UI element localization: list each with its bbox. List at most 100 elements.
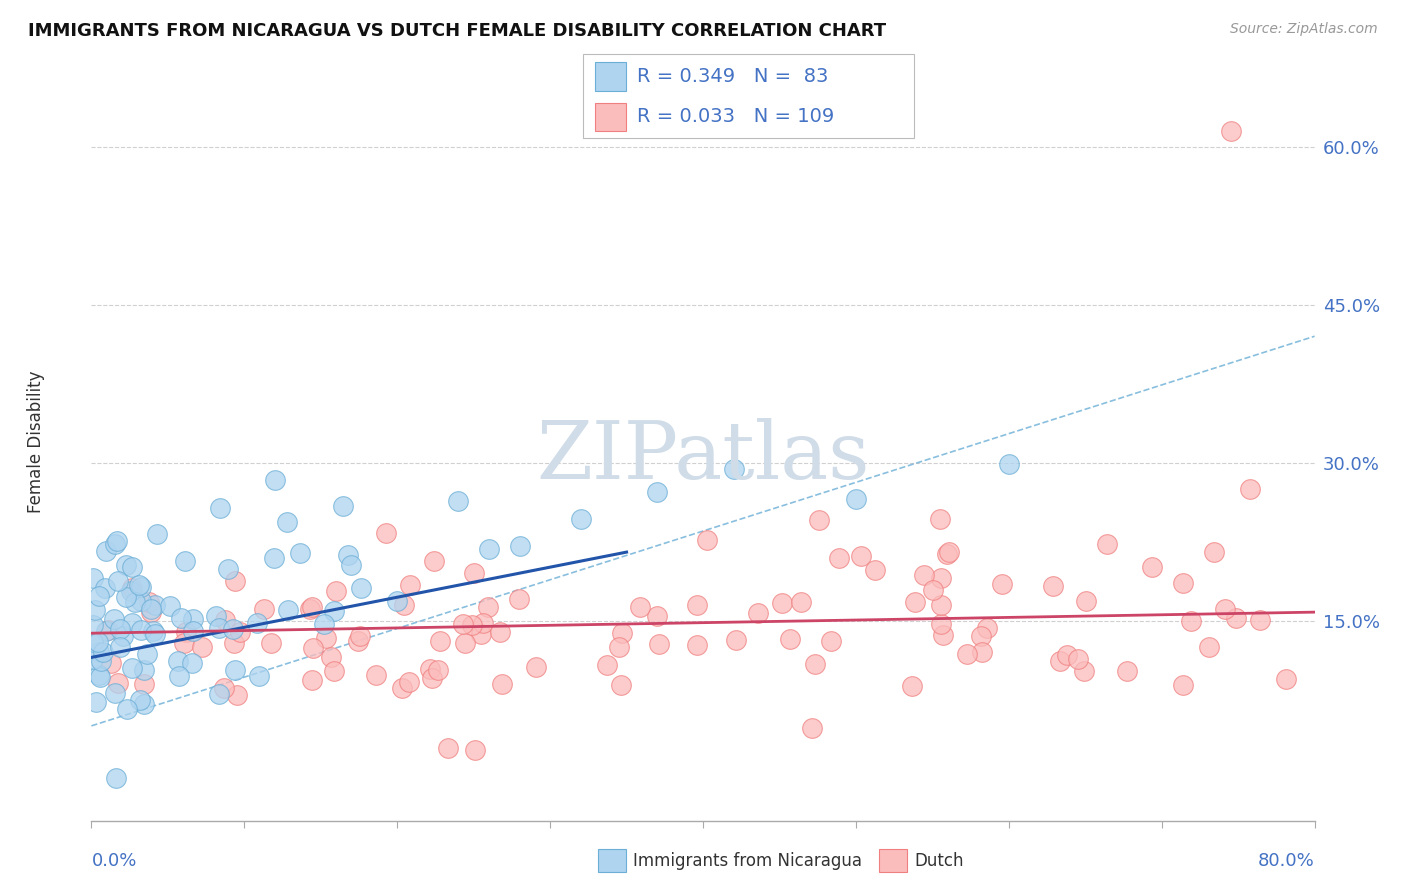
- Point: [385, 594, 409, 608]
- Point: [121, 560, 143, 574]
- Point: [89, 667, 111, 681]
- Point: [398, 578, 420, 592]
- Point: [364, 667, 387, 681]
- Point: [143, 598, 166, 612]
- Point: [936, 548, 959, 562]
- Point: [628, 600, 651, 615]
- Point: [851, 549, 873, 563]
- Point: [725, 633, 748, 648]
- Point: [1171, 678, 1194, 692]
- Text: Female Disability: Female Disability: [27, 370, 45, 513]
- Point: [121, 581, 143, 595]
- Point: [423, 554, 446, 568]
- Point: [169, 668, 191, 682]
- Point: [319, 649, 342, 664]
- Point: [1239, 483, 1261, 497]
- Point: [87, 635, 110, 649]
- Point: [686, 598, 709, 612]
- Point: [921, 582, 943, 597]
- Point: [323, 604, 346, 618]
- Text: 0.0%: 0.0%: [91, 852, 136, 871]
- Point: [124, 595, 146, 609]
- Point: [107, 676, 129, 690]
- Point: [128, 693, 150, 707]
- Point: [1219, 124, 1241, 138]
- Point: [932, 628, 955, 642]
- Point: [134, 676, 156, 690]
- Point: [524, 660, 547, 674]
- Point: [429, 634, 451, 648]
- Point: [1213, 601, 1236, 615]
- Point: [212, 681, 235, 696]
- Point: [970, 629, 993, 643]
- Point: [325, 583, 347, 598]
- Point: [569, 512, 592, 526]
- Point: [143, 627, 166, 641]
- Point: [222, 622, 245, 636]
- Point: [426, 663, 449, 677]
- Point: [772, 596, 794, 610]
- Point: [104, 771, 127, 785]
- Point: [110, 640, 132, 655]
- Point: [217, 562, 239, 576]
- Point: [464, 743, 486, 757]
- Point: [82, 618, 104, 632]
- Point: [1076, 593, 1098, 607]
- Point: [253, 602, 276, 616]
- Point: [141, 602, 163, 616]
- Point: [224, 663, 246, 677]
- Point: [800, 721, 823, 735]
- Point: [696, 533, 718, 547]
- Point: [645, 485, 668, 500]
- Point: [779, 632, 801, 647]
- Point: [1095, 537, 1118, 551]
- Point: [115, 558, 138, 573]
- Point: [998, 457, 1021, 471]
- Point: [491, 677, 513, 691]
- Point: [1073, 664, 1095, 678]
- Point: [84, 695, 107, 709]
- Point: [508, 591, 530, 606]
- Point: [489, 624, 512, 639]
- Point: [94, 581, 117, 595]
- Point: [970, 645, 993, 659]
- Point: [1204, 545, 1226, 559]
- Point: [120, 584, 142, 599]
- Point: [845, 491, 868, 506]
- Point: [129, 623, 152, 637]
- Point: [723, 462, 745, 476]
- Point: [804, 657, 827, 671]
- Point: [315, 632, 337, 646]
- Point: [264, 473, 287, 487]
- Point: [865, 563, 887, 577]
- Point: [807, 513, 830, 527]
- Point: [224, 574, 246, 589]
- Point: [596, 658, 619, 673]
- Point: [391, 681, 413, 695]
- Point: [181, 657, 204, 671]
- Point: [454, 636, 477, 650]
- Point: [121, 615, 143, 630]
- Point: [1180, 614, 1202, 628]
- Point: [82, 571, 104, 585]
- Point: [174, 624, 197, 639]
- Point: [246, 615, 269, 630]
- Point: [955, 647, 977, 661]
- Point: [686, 639, 709, 653]
- Point: [104, 686, 127, 700]
- Point: [747, 606, 769, 620]
- Point: [419, 662, 441, 676]
- Point: [1274, 673, 1296, 687]
- Point: [301, 600, 323, 615]
- Point: [1067, 652, 1090, 666]
- Point: [1140, 559, 1163, 574]
- Point: [1049, 654, 1071, 668]
- Point: [94, 544, 117, 558]
- Point: [173, 554, 195, 568]
- Point: [1056, 648, 1078, 662]
- Point: [131, 580, 153, 594]
- Point: [350, 582, 373, 596]
- Point: [904, 595, 927, 609]
- Point: [820, 634, 842, 648]
- Point: [332, 499, 354, 513]
